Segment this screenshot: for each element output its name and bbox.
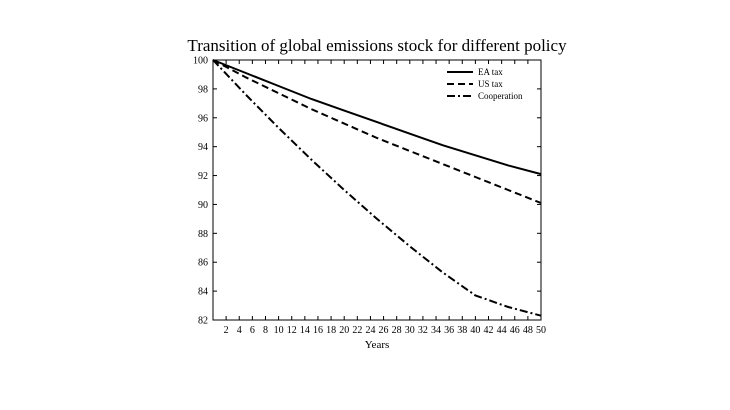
x-tick-label: 8 — [263, 325, 268, 336]
x-axis: 2 4 6 8 10 12 14 16 18 20 22 24 26 28 30 32 34 36 38 40 42 44… — [224, 60, 546, 336]
series-line-us-tax — [212, 59, 542, 204]
y-tick-label: 82 — [198, 316, 208, 327]
y-tick-label: 90 — [198, 200, 208, 211]
series-line-ea-tax — [212, 59, 542, 176]
x-tick-label: 38 — [457, 325, 467, 336]
x-tick-label: 24 — [365, 325, 375, 336]
y-tick-label: 94 — [198, 142, 208, 153]
x-tick-label: 28 — [392, 325, 402, 336]
x-tick-label: 34 — [431, 325, 441, 336]
x-tick-label: 50 — [536, 325, 546, 336]
y-tick-label: 98 — [198, 84, 208, 95]
x-axis-label: Years — [365, 339, 390, 351]
x-tick-label: 36 — [444, 325, 454, 336]
x-tick-label: 42 — [484, 325, 494, 336]
legend: EA tax US tax Cooperation — [447, 67, 523, 101]
x-tick-label: 20 — [339, 325, 349, 336]
x-tick-label: 4 — [237, 325, 242, 336]
y-tick-label: 92 — [198, 171, 208, 182]
x-tick-label: 40 — [470, 325, 480, 336]
x-tick-label: 44 — [497, 325, 507, 336]
x-tick-label: 10 — [274, 325, 284, 336]
series-line-cooperation — [212, 59, 542, 317]
y-tick-label: 96 — [198, 113, 208, 124]
x-tick-label: 6 — [250, 325, 255, 336]
legend-label: EA tax — [478, 67, 503, 77]
x-tick-label: 14 — [300, 325, 310, 336]
x-tick-label: 18 — [326, 325, 336, 336]
x-tick-label: 16 — [313, 325, 323, 336]
series-layer — [212, 59, 542, 317]
plot-frame — [212, 59, 542, 321]
x-tick-label: 30 — [405, 325, 415, 336]
y-tick-label: 100 — [193, 56, 208, 67]
y-tick-label: 84 — [198, 287, 208, 298]
x-tick-label: 48 — [523, 325, 533, 336]
y-tick-label: 86 — [198, 258, 208, 269]
legend-label: Cooperation — [478, 91, 523, 101]
x-tick-label: 12 — [287, 325, 297, 336]
chart-title: Transition of global emissions stock for… — [187, 36, 567, 55]
x-tick-label: 46 — [510, 325, 520, 336]
x-tick-label: 22 — [352, 325, 362, 336]
y-tick-label: 88 — [198, 229, 208, 240]
x-tick-label: 2 — [224, 325, 229, 336]
legend-label: US tax — [478, 79, 503, 89]
x-tick-label: 26 — [379, 325, 389, 336]
x-tick-label: 32 — [418, 325, 428, 336]
